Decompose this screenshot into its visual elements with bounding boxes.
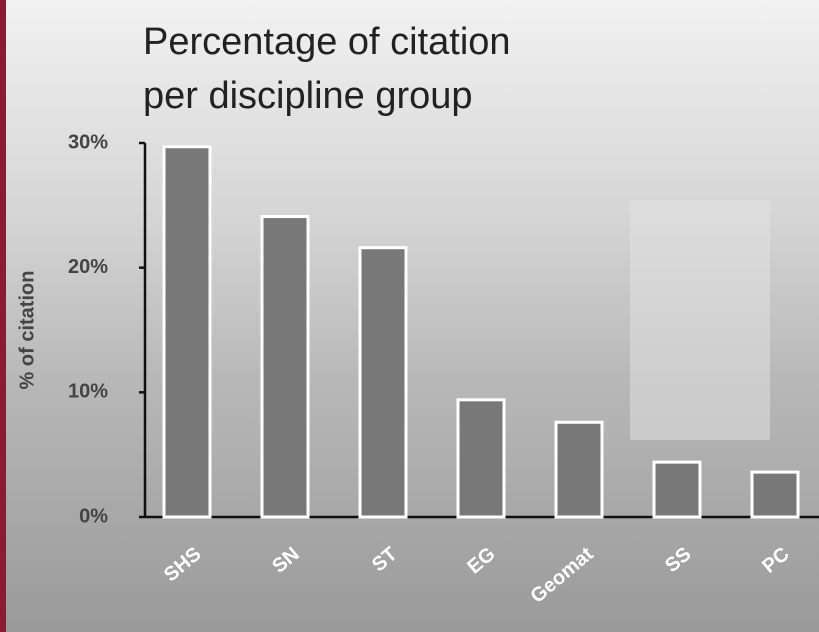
bar	[554, 420, 604, 519]
title-line: Percentage of citation	[143, 21, 511, 63]
bar	[260, 215, 310, 519]
bar	[750, 470, 800, 519]
y-tick-label: 20%	[68, 256, 108, 278]
title-line: per discipline group	[143, 75, 473, 117]
chart-title: Percentage of citation per discipline gro…	[143, 21, 511, 117]
y-axis-label: % of citation	[16, 271, 38, 390]
y-tick-label: 0%	[79, 505, 108, 527]
y-tick-label: 10%	[68, 381, 108, 403]
bar	[652, 460, 702, 519]
side-border	[0, 0, 6, 632]
bar	[456, 398, 506, 519]
background-building	[630, 200, 770, 440]
bar	[358, 246, 408, 519]
bar	[162, 145, 212, 519]
y-tick-label: 30%	[68, 131, 108, 153]
